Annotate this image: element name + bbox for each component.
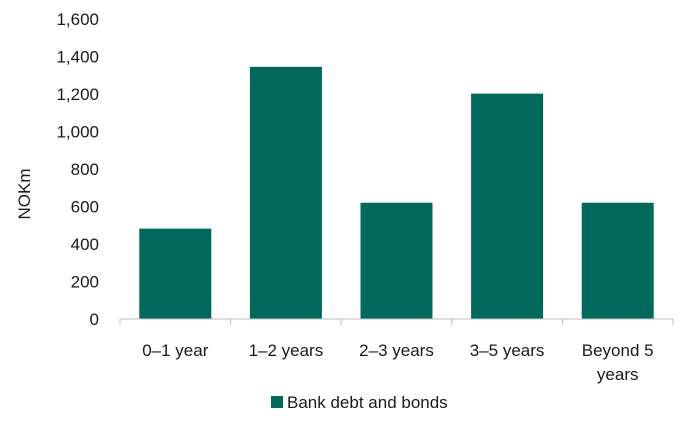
x-tick-label: years (597, 365, 639, 384)
x-tick-label: 2–3 years (359, 341, 434, 360)
bar (581, 202, 654, 319)
y-axis-label: NOKm (15, 169, 34, 220)
bar (249, 66, 322, 319)
y-tick-label: 1,000 (56, 123, 99, 142)
y-axis-ticks: 0 200 400 600 800 1,000 1,200 1,400 1,600 (56, 10, 99, 329)
x-tick-label: 0–1 year (142, 341, 208, 360)
legend-label: Bank debt and bonds (287, 393, 448, 412)
y-tick-label: 1,600 (56, 10, 99, 29)
x-tick-label: 3–5 years (470, 341, 545, 360)
legend-swatch (271, 396, 283, 408)
bar (471, 93, 544, 319)
bar (139, 228, 212, 319)
y-tick-label: 200 (71, 273, 99, 292)
y-tick-label: 0 (90, 310, 99, 329)
x-axis-labels: 0–1 year 1–2 years 2–3 years 3–5 years Beyon… (142, 341, 653, 384)
legend: Bank debt and bonds (271, 393, 448, 412)
bars-group (139, 66, 654, 319)
y-tick-label: 800 (71, 160, 99, 179)
x-axis (119, 318, 674, 325)
y-tick-label: 1,200 (56, 85, 99, 104)
x-tick-label: Beyond 5 (582, 341, 654, 360)
y-tick-label: 400 (71, 235, 99, 254)
y-tick-label: 600 (71, 198, 99, 217)
x-tick-label: 1–2 years (249, 341, 324, 360)
y-tick-label: 1,400 (56, 48, 99, 67)
bar (360, 202, 433, 319)
